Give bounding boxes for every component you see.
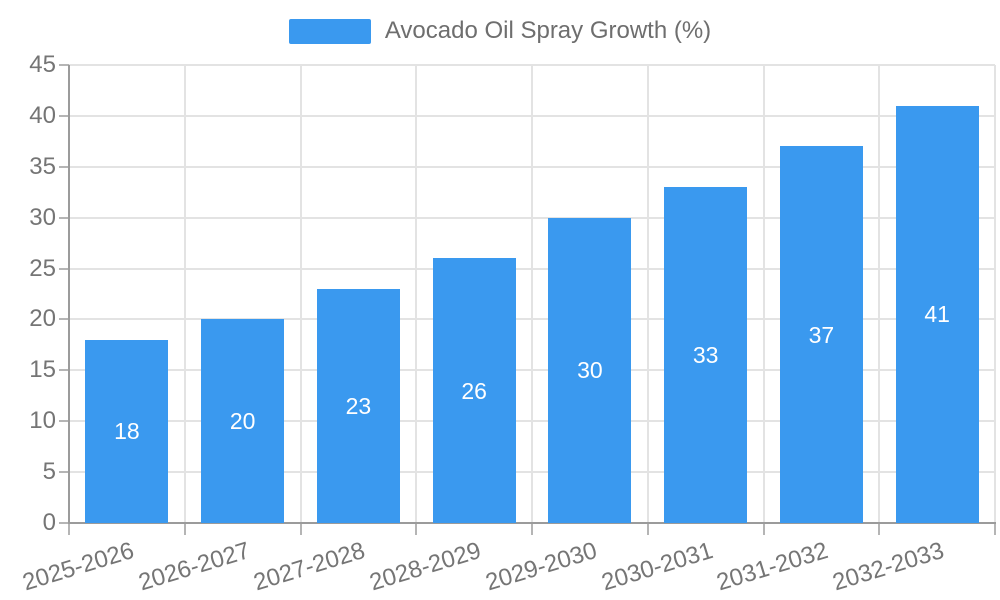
bar-value-label: 33 [692, 342, 719, 369]
bar[interactable] [85, 339, 169, 523]
bar-value-label: 30 [577, 357, 603, 384]
y-tick [59, 471, 69, 474]
x-tick [646, 523, 649, 535]
y-tick [59, 318, 69, 321]
bar-value-label: 18 [114, 418, 140, 445]
bar-value-label: 23 [345, 392, 372, 419]
y-axis-label: 0 [42, 509, 56, 536]
v-gridline [994, 65, 996, 523]
bar[interactable] [201, 319, 285, 523]
legend-label: Avocado Oil Spray Growth (%) [384, 17, 712, 44]
bar[interactable] [432, 258, 516, 523]
y-axis-label: 35 [29, 152, 56, 180]
bar[interactable] [895, 105, 979, 523]
y-axis-label: 40 [29, 101, 56, 129]
y-tick [59, 267, 69, 270]
legend-swatch [288, 18, 371, 44]
bar-value-label: 37 [808, 321, 835, 348]
v-gridline [878, 65, 881, 523]
v-gridline [762, 65, 765, 523]
y-tick [59, 420, 69, 423]
bar-value-label: 26 [461, 377, 487, 404]
y-tick [59, 522, 69, 524]
x-tick [183, 523, 186, 535]
x-tick [68, 523, 70, 535]
x-tick [299, 523, 302, 535]
y-tick [59, 64, 69, 66]
y-tick [59, 114, 69, 117]
v-gridline [415, 65, 418, 523]
v-gridline [531, 65, 533, 523]
v-gridline [183, 65, 186, 523]
bar[interactable] [779, 146, 863, 523]
x-tick [415, 523, 418, 535]
y-axis-label: 15 [29, 356, 56, 384]
bar[interactable] [664, 187, 748, 523]
v-gridline [646, 65, 649, 523]
y-axis-label: 30 [29, 203, 56, 231]
x-tick [762, 523, 765, 535]
y-axis-line [68, 65, 70, 523]
y-tick [59, 165, 69, 168]
x-axis-line [68, 522, 996, 524]
legend[interactable]: Avocado Oil Spray Growth (%) [0, 17, 1000, 45]
x-tick [878, 523, 881, 535]
y-tick [59, 216, 69, 219]
y-axis-label: 10 [29, 407, 56, 435]
bar[interactable] [316, 288, 400, 523]
y-tick [59, 369, 69, 372]
y-axis-label: 5 [42, 458, 56, 486]
bar-value-label: 41 [924, 301, 950, 328]
x-tick [994, 523, 996, 535]
bar[interactable] [548, 217, 632, 523]
y-axis-label: 20 [29, 305, 56, 333]
x-tick [531, 523, 533, 535]
y-axis-label: 25 [29, 254, 56, 282]
bar-value-label: 20 [229, 408, 256, 435]
y-axis-label: 45 [29, 51, 56, 78]
v-gridline [299, 65, 302, 523]
